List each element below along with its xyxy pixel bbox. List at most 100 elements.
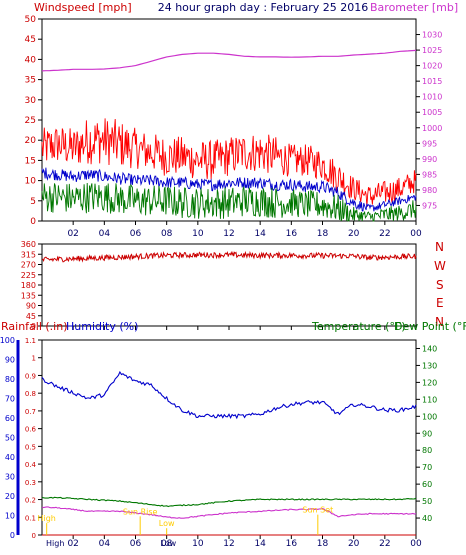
humidity-y-tick-label: 80 <box>5 375 15 384</box>
barometer-axis-label: Barometer [mb] <box>370 1 458 14</box>
rain-y-tick-label: 0.3 <box>25 479 36 487</box>
dewpoint-axis-label: Dew Point (°F) <box>394 320 466 333</box>
baro-y-tick-label: 1025 <box>422 46 442 55</box>
humidity-temperature-panel: 010203040506070809010000.10.20.30.40.50.… <box>0 336 437 549</box>
wind-x-tick-label: 02 <box>67 229 78 239</box>
humidity-y-tick-label: 30 <box>5 473 15 482</box>
temperature-axis-label: Temperature (°F) <box>311 320 406 333</box>
temp-y-tick-label: 130 <box>422 361 437 370</box>
wind-x-tick-label: 12 <box>223 229 234 239</box>
rain-y-tick-label: 0.4 <box>25 461 37 469</box>
wind-y-tick-label: 0 <box>30 217 36 227</box>
direction-y-tick-label: 135 <box>21 291 36 300</box>
rain-y-tick-label: 0.5 <box>25 443 36 451</box>
direction-y-tick-label: 270 <box>21 261 36 270</box>
annotation-label: High <box>37 514 55 523</box>
humidity-x-tick-label: 04 <box>99 539 111 549</box>
wind-barometer-panel: 0510152025303540455097598098599099510001… <box>25 15 443 239</box>
wind-x-tick-label: 16 <box>286 229 298 239</box>
direction-y-tick-label: 315 <box>21 250 36 259</box>
x-axis-low-label: Low <box>160 539 176 548</box>
humidity-plot-frame <box>41 339 417 536</box>
baro-y-tick-label: 1010 <box>422 93 442 102</box>
temp-y-tick-label: 70 <box>422 463 432 472</box>
rain-y-tick-label: 1 <box>32 355 36 363</box>
compass-label-n-top: N <box>435 240 444 254</box>
baro-y-tick-label: 1015 <box>422 77 442 86</box>
humidity-y-tick-label: 70 <box>5 395 15 404</box>
wind-x-tick-label: 08 <box>161 229 173 239</box>
wind-x-tick-label: 22 <box>379 229 390 239</box>
wind-x-tick-label: 20 <box>348 229 360 239</box>
humidity-x-tick-label: 10 <box>192 539 204 549</box>
rain-y-tick-label: 1.1 <box>25 337 36 345</box>
humidity-x-tick-label: 00 <box>410 539 422 549</box>
series-line-dew-point-f- <box>41 506 417 519</box>
temp-y-tick-label: 80 <box>422 446 432 455</box>
annotation-label: Sun Rise <box>123 507 158 516</box>
direction-y-tick-label: 360 <box>21 240 36 249</box>
series-line-average <box>41 167 417 212</box>
rain-y-tick-label: 0.8 <box>25 390 36 398</box>
humidity-y-tick-label: 0 <box>10 531 15 540</box>
baro-y-tick-label: 1020 <box>422 62 442 71</box>
baro-y-tick-label: 980 <box>422 186 437 195</box>
rain-y-tick-label: 0 <box>32 532 36 540</box>
compass-label-s: S <box>436 278 444 292</box>
humidity-x-tick-label: 20 <box>348 539 360 549</box>
rain-y-tick-label: 0.6 <box>25 426 37 434</box>
series-line-temperature-f- <box>41 496 417 508</box>
wind-x-tick-label: 06 <box>130 229 142 239</box>
windspeed-axis-label: Windspeed [mph] <box>34 1 132 14</box>
chart-title: 24 hour graph day : February 25 2016 <box>158 1 369 14</box>
humidity-axis-label: Humidity (%) <box>66 320 138 333</box>
temp-y-tick-label: 40 <box>422 514 432 523</box>
wind-y-tick-label: 50 <box>25 15 37 25</box>
wind-x-tick-label: 10 <box>192 229 204 239</box>
compass-label-w: W <box>434 259 446 273</box>
rainfall-axis-label: Rainfall (.in) <box>1 320 68 333</box>
series-line-humidity- <box>41 370 417 420</box>
baro-y-tick-label: 985 <box>422 170 437 179</box>
direction-y-tick-label: 45 <box>26 312 36 321</box>
humidity-y-tick-label: 60 <box>5 414 15 423</box>
humidity-x-tick-label: 16 <box>286 539 298 549</box>
baro-y-tick-label: 1005 <box>422 108 442 117</box>
humidity-y-tick-label: 100 <box>0 336 15 345</box>
rain-y-tick-label: 0.1 <box>25 514 36 522</box>
baro-y-tick-label: 1030 <box>422 31 442 40</box>
humidity-y-tick-label: 20 <box>5 492 15 501</box>
x-axis-high-label: High <box>46 539 64 548</box>
wind-y-tick-label: 35 <box>25 76 36 86</box>
humidity-x-tick-label: 14 <box>254 539 266 549</box>
baro-y-tick-label: 1000 <box>422 124 442 133</box>
humidity-y-tick-label: 40 <box>5 453 15 462</box>
wind-y-tick-label: 5 <box>30 197 36 207</box>
series-line-wind-direction <box>41 250 417 263</box>
annotation-label: Low <box>159 519 175 528</box>
direction-y-tick-label: 90 <box>26 302 36 311</box>
wind-y-tick-label: 15 <box>25 156 36 166</box>
wind-y-tick-label: 10 <box>25 177 37 187</box>
baro-y-tick-label: 975 <box>422 201 437 210</box>
humidity-x-tick-label: 08 <box>161 539 173 549</box>
temp-y-tick-label: 140 <box>422 344 437 353</box>
wind-x-tick-label: 14 <box>254 229 266 239</box>
rain-y-tick-label: 0.7 <box>25 408 36 416</box>
compass-label-e: E <box>436 296 444 310</box>
temp-y-tick-label: 120 <box>422 378 437 387</box>
humidity-y-tick-label: 90 <box>5 356 15 365</box>
temp-y-tick-label: 100 <box>422 412 437 421</box>
series-line-barometer-mb- <box>41 49 417 72</box>
direction-y-tick-label: 0 <box>31 322 36 331</box>
wind-y-tick-label: 20 <box>25 136 37 146</box>
humidity-y-tick-label: 50 <box>5 434 15 443</box>
series-line-windspeed <box>41 182 417 222</box>
wind-x-tick-label: 04 <box>99 229 111 239</box>
temp-y-tick-label: 90 <box>422 429 432 438</box>
series-line-gust <box>41 118 417 207</box>
humidity-x-tick-label: 06 <box>130 539 142 549</box>
direction-y-tick-label: 180 <box>21 281 36 290</box>
